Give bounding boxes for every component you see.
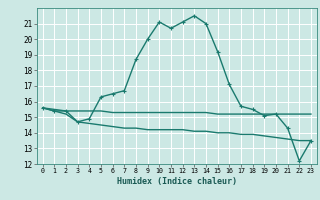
X-axis label: Humidex (Indice chaleur): Humidex (Indice chaleur): [117, 177, 237, 186]
